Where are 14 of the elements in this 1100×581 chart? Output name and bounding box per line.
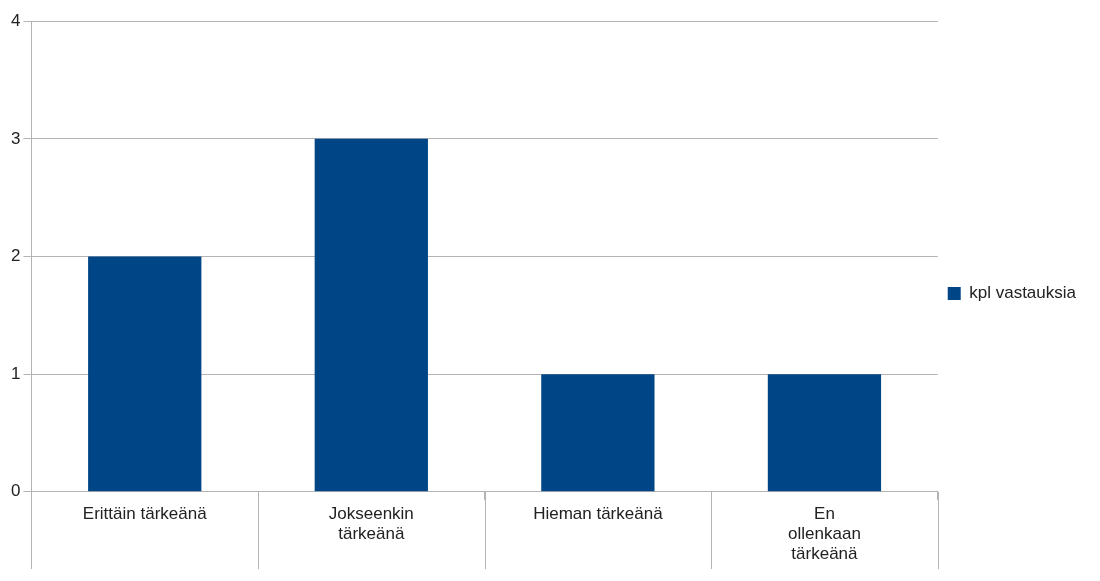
bar (314, 138, 428, 492)
y-tick-label: 1 (10, 363, 21, 383)
bar (541, 374, 655, 492)
y-tick-label: 0 (10, 481, 21, 501)
bar (88, 256, 202, 492)
x-tick-label: Hieman tärkeänä (533, 503, 664, 523)
x-tick-label: En ollenkaan tärkeänä (788, 503, 861, 564)
x-tick-label: Jokseenkin tärkeänä (328, 503, 414, 544)
y-tick-label: 2 (10, 246, 21, 266)
y-tick-label: 4 (10, 10, 21, 30)
bar (767, 374, 882, 492)
legend-label: kpl vastauksia (969, 283, 1077, 303)
x-tick-label: Erittäin tärkeänä (82, 503, 208, 523)
y-tick-label: 3 (10, 128, 21, 148)
